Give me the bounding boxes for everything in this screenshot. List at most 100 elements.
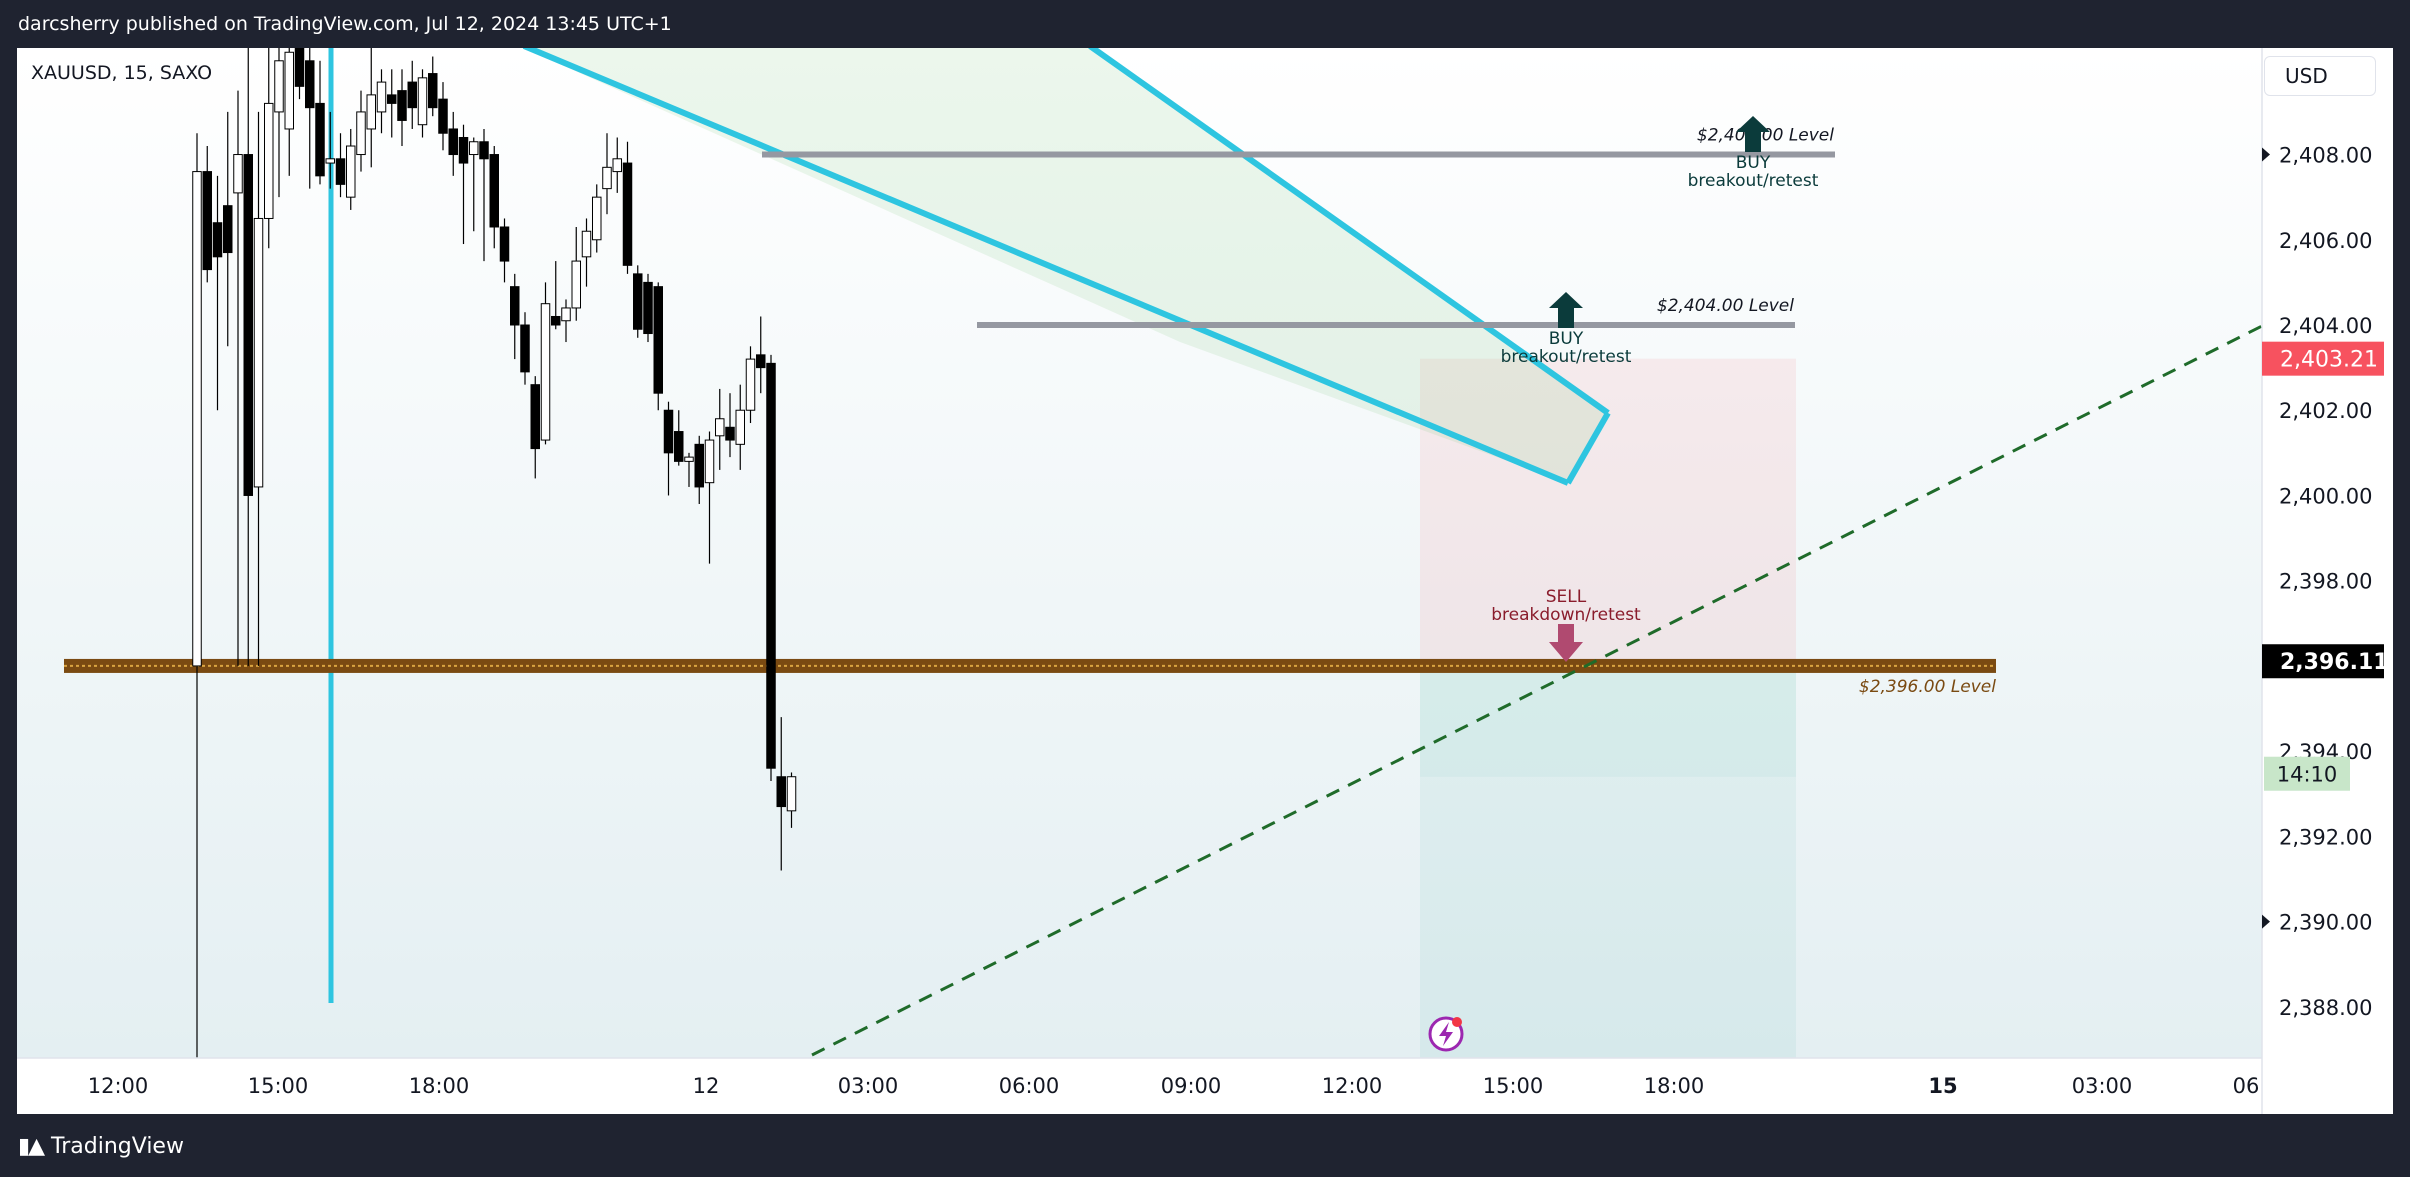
buy-arrow-icon [1736,116,1770,152]
candle [315,60,325,185]
candle-down [479,141,489,160]
candle [325,111,335,189]
candle-up [253,217,264,488]
candle [551,261,561,330]
channel-end-edge[interactable] [1565,411,1611,485]
symbol-label: XAUUSD, 15, SAXO [31,62,213,84]
candle [489,146,499,249]
channel-lower-edge[interactable] [522,46,1570,486]
y-tick-label: 2,388.00 [2279,996,2373,1020]
x-tick-label: 12 [693,1074,720,1098]
last-close-label: 2,396.11 [2280,650,2389,675]
candle-down [458,136,469,164]
candle [776,717,786,871]
candle [233,90,243,666]
candle-down [510,286,520,326]
candle [294,48,305,100]
candle-down [438,98,448,134]
y-tick-label: 2,398.00 [2279,570,2373,594]
annotation-direction: BUY [1549,329,1584,349]
reward-zone-inner [1420,665,1796,777]
x-tick-label: 15:00 [1483,1074,1544,1098]
x-tick-label: 06 [2233,1074,2260,1098]
candle [571,226,581,321]
candle [561,299,571,343]
candle-down [756,354,766,369]
candle [581,218,592,287]
candle [653,282,663,411]
candle [715,388,725,470]
flash-alert-icon[interactable] [1428,1016,1464,1052]
candle [694,435,704,504]
candle [786,772,797,828]
candle-up [540,303,551,441]
countdown-label: 14:10 [2277,763,2338,787]
candle-down [387,94,397,104]
candle [469,137,479,232]
candle [202,146,212,283]
currency-button[interactable]: USD [2264,56,2376,96]
tradingview-logo[interactable]: ▮▲ TradingView [18,1131,184,1161]
x-tick-label: 06:00 [999,1074,1060,1098]
annotation-text: breakout/retest [1688,171,1819,191]
candle-up [561,307,571,322]
x-tick-label: 15 [1928,1074,1957,1098]
candle-up [346,145,356,198]
candle-down [633,273,643,330]
candle [530,376,540,479]
candle-down [530,384,540,450]
candle [356,90,366,172]
candle [223,111,233,347]
x-tick-label: 12:00 [1322,1074,1383,1098]
time-axis[interactable] [17,1058,2262,1114]
candle [643,273,653,343]
candle-down [653,286,663,394]
candle [499,218,510,283]
x-tick-label: 18:00 [1644,1074,1705,1098]
candle-up [684,456,694,462]
price-marker-icon [2262,147,2270,162]
channel-upper-edge[interactable] [1088,46,1610,416]
candle-up [571,260,581,309]
candle-up [592,196,602,241]
candle [212,175,223,411]
dashed-trend-line[interactable] [811,324,2262,1057]
candle-down [243,154,253,496]
annotation-direction: BUY [1736,153,1771,173]
candle [387,69,397,138]
candle-up [715,418,725,437]
price-marker-icon [2262,914,2270,929]
candle [479,128,489,262]
tradingview-logo-icon: ▮▲ [18,1133,45,1159]
candle [243,48,253,666]
candle [428,56,438,117]
y-tick-label: 2,404.00 [2279,314,2373,338]
candle [684,452,694,487]
candle-down [489,154,499,228]
candle [756,316,766,394]
candle [520,312,530,385]
candle-down [725,426,735,441]
candle [284,48,294,176]
candle [725,393,735,458]
x-tick-label: 03:00 [2072,1074,2133,1098]
candle [305,48,315,189]
candle [417,69,428,138]
candle [448,111,458,176]
candle [397,69,407,147]
candle-up [264,102,274,219]
candle-up [325,158,335,164]
candle-up [192,171,202,667]
price-axis[interactable] [2262,48,2393,1114]
candle [592,184,602,253]
candle [674,410,684,466]
buy-arrow-icon [1549,292,1583,328]
level-label-3: $2,396.00 Level [1859,677,1996,697]
sell-arrow-icon [1549,624,1583,662]
candle-up [376,81,387,113]
candle-down [305,60,315,109]
